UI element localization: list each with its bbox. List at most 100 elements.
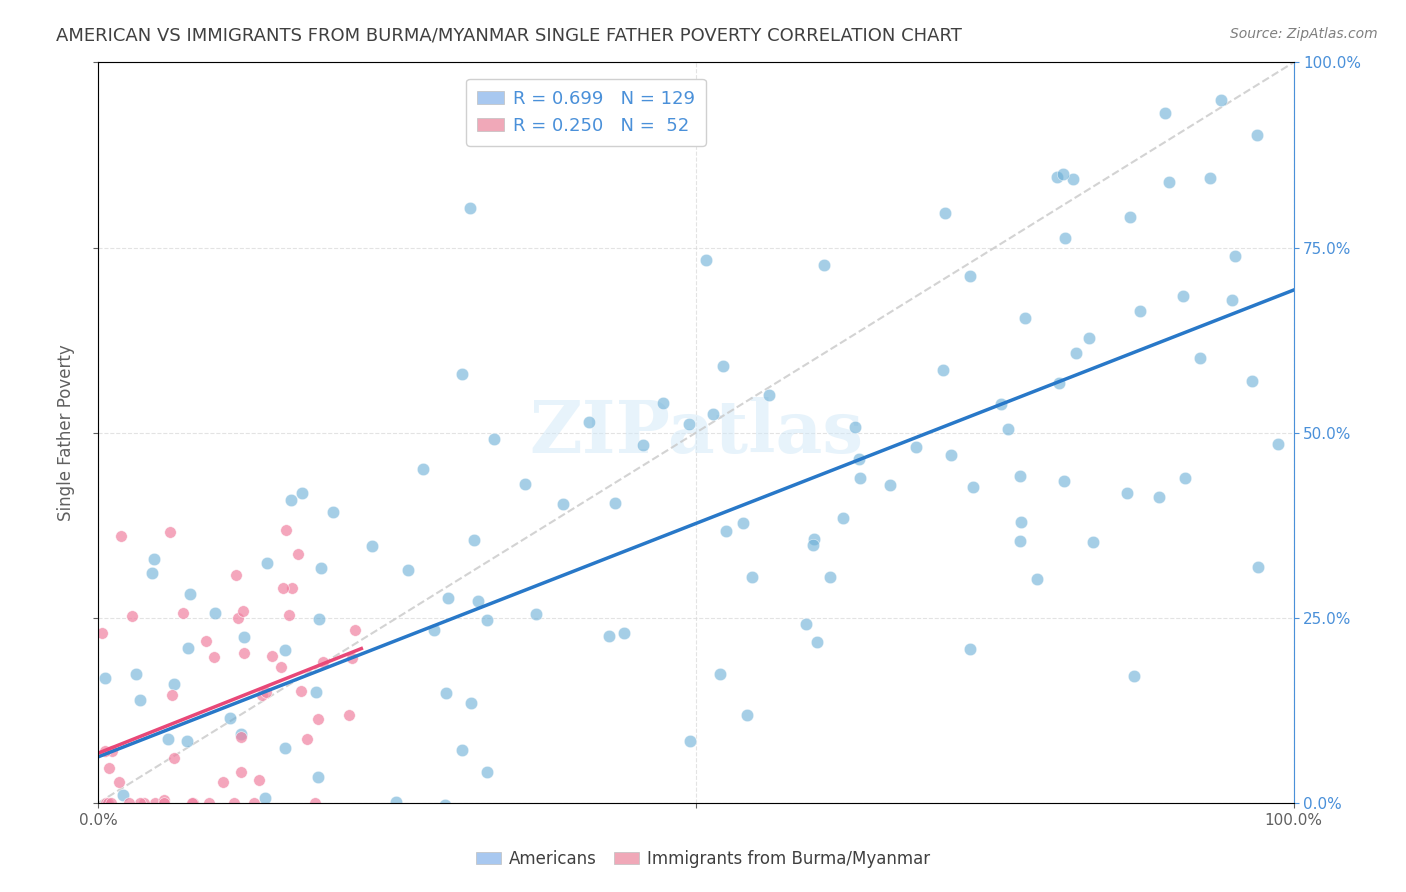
Point (849, 471, 872, 485)
Point (176, 640, 198, 655)
Point (281, 582, 304, 596)
Point (274, 643, 297, 657)
Point (254, 685, 277, 699)
Point (297, 732, 319, 747)
Point (551, 497, 574, 511)
Point (156, 731, 179, 746)
Point (101, 744, 124, 758)
Point (475, 613, 498, 627)
Point (229, 764, 252, 779)
Point (1211, 93, 1233, 107)
Point (1047, 376, 1070, 390)
Point (436, 686, 458, 700)
Point (932, 362, 955, 376)
Point (1025, 572, 1047, 586)
Point (702, 407, 724, 421)
Point (997, 422, 1019, 436)
Point (260, 649, 283, 664)
Point (256, 556, 278, 570)
Point (181, 796, 204, 810)
Point (1064, 346, 1087, 360)
Point (247, 772, 270, 787)
Point (254, 790, 277, 805)
Point (274, 741, 297, 756)
Point (385, 795, 408, 809)
Point (111, 788, 134, 802)
Point (513, 476, 536, 491)
Point (242, 796, 264, 810)
Point (848, 451, 870, 466)
Point (695, 252, 717, 267)
Point (1062, 172, 1084, 186)
Point (322, 505, 344, 519)
Point (307, 712, 329, 726)
Text: Source: ZipAtlas.com: Source: ZipAtlas.com (1230, 27, 1378, 41)
Point (714, 524, 737, 538)
Point (524, 607, 547, 622)
Point (1189, 351, 1212, 366)
Point (312, 655, 335, 669)
Point (153, 793, 176, 807)
Point (142, 552, 165, 566)
Point (278, 607, 301, 622)
Point (340, 833, 363, 847)
Point (291, 486, 314, 500)
Point (741, 569, 763, 583)
Point (165, 833, 187, 847)
Point (273, 581, 295, 595)
Point (1198, 170, 1220, 185)
Point (233, 630, 256, 644)
Point (962, 480, 984, 494)
Point (160, 688, 183, 702)
Point (276, 523, 298, 537)
Point (711, 359, 734, 374)
Point (91, 626, 114, 640)
Point (100, 796, 122, 810)
Point (108, 775, 131, 789)
Point (118, 833, 141, 847)
Point (217, 822, 239, 836)
Point (1116, 486, 1139, 500)
Point (396, 563, 419, 577)
Point (1052, 167, 1074, 181)
Point (1222, 293, 1244, 307)
Point (1246, 128, 1268, 143)
Point (990, 397, 1012, 411)
Point (96, 798, 118, 813)
Point (458, 201, 481, 215)
Point (460, 696, 482, 710)
Point (463, 533, 485, 547)
Point (818, 570, 841, 584)
Point (603, 496, 626, 510)
Point (598, 813, 620, 827)
Point (959, 641, 981, 656)
Point (280, 492, 302, 507)
Point (735, 708, 758, 723)
Point (97, 796, 120, 810)
Point (482, 433, 505, 447)
Point (633, 438, 655, 452)
Point (325, 833, 347, 847)
Point (219, 711, 242, 725)
Y-axis label: Single Father Poverty: Single Father Poverty (56, 344, 75, 521)
Point (651, 396, 673, 410)
Point (1154, 105, 1177, 120)
Point (1267, 436, 1289, 450)
Point (159, 524, 181, 539)
Point (360, 539, 382, 553)
Point (132, 796, 155, 810)
Point (311, 561, 333, 575)
Point (1241, 375, 1264, 389)
Point (1223, 249, 1246, 263)
Point (678, 417, 700, 431)
Point (879, 478, 901, 492)
Point (1171, 289, 1194, 303)
Point (1008, 468, 1031, 483)
Legend: Americans, Immigrants from Burma/Myanmar: Americans, Immigrants from Burma/Myanmar (470, 844, 936, 875)
Point (423, 623, 446, 637)
Point (118, 796, 141, 810)
Point (307, 770, 329, 784)
Point (163, 751, 186, 765)
Point (172, 606, 194, 620)
Point (233, 646, 256, 660)
